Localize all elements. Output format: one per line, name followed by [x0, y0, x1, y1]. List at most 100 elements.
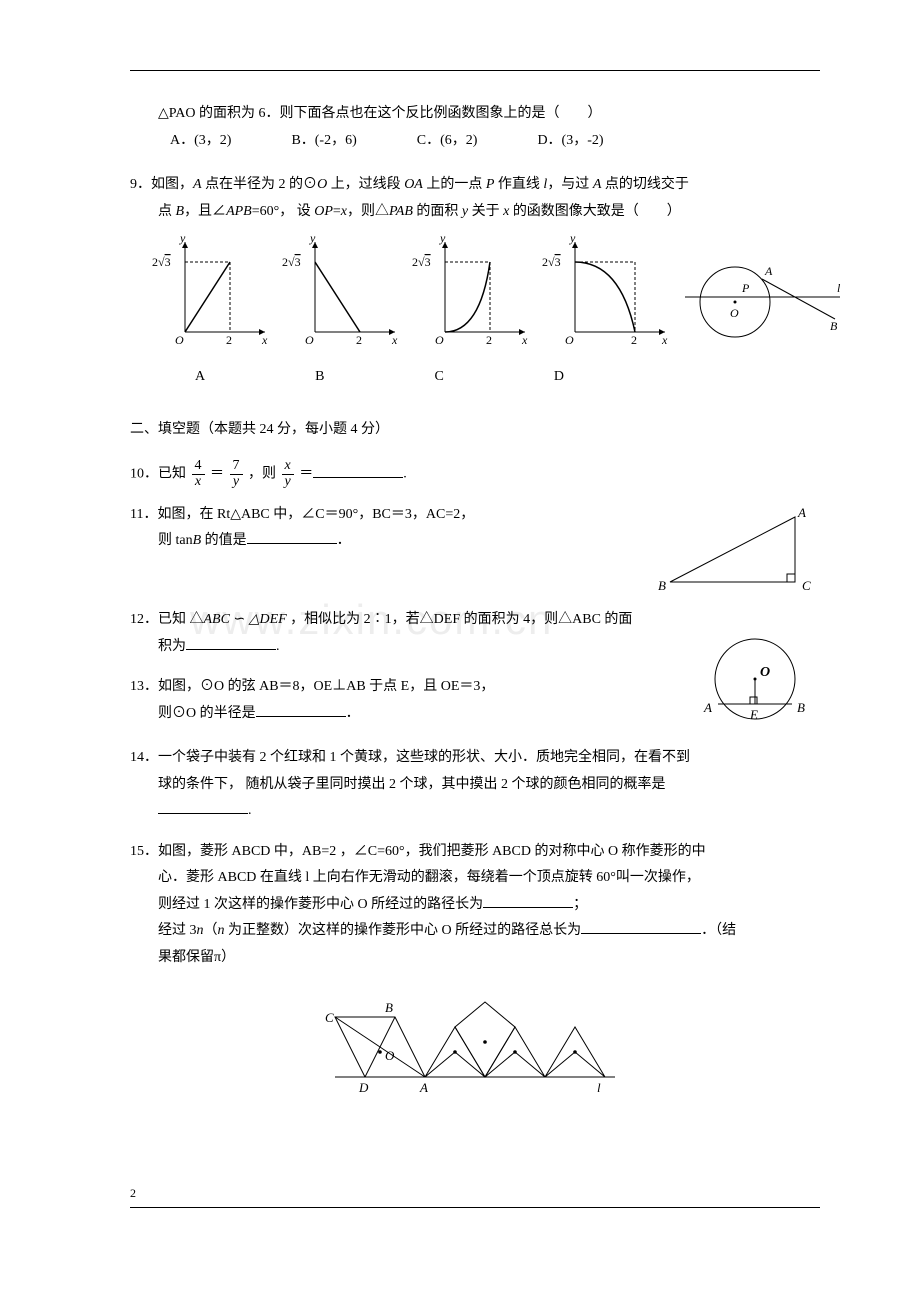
q12-l2pre: 积为 — [158, 639, 186, 654]
q11-end: ． — [337, 533, 351, 548]
q9-line2: 点 B，且∠APB=60°， 设 OP=x，则△PAB 的面积 y 关于 x 的… — [130, 199, 820, 226]
q9-t3: 上，过线段 — [327, 177, 404, 192]
q11f-C: C — [802, 578, 811, 593]
ga-x: x — [261, 333, 268, 347]
q11-figure: A B C — [650, 502, 820, 608]
svg-text:2√3: 2√3 — [542, 255, 561, 269]
q13-blank — [256, 702, 346, 717]
q8-opt-a: A．(3，2) — [170, 128, 231, 155]
svg-text:2√3: 2√3 — [152, 255, 171, 269]
gc-x: x — [521, 333, 528, 347]
q15-l4mid: （ — [204, 923, 218, 938]
q15-l2: 心．菱形 ABCD 在直线 l 上向右作无滑动的翻滚，每绕着一个顶点旋转 60°… — [130, 865, 820, 892]
q11-row: 11．如图，在 Rt△ABC 中，∠C＝90°，BC＝3，AC=2， 则 tan… — [130, 502, 820, 608]
q11f-A: A — [797, 505, 806, 520]
q9-t13: 的面积 — [413, 204, 462, 219]
q15-figure: C B O D A l — [130, 982, 820, 1113]
graph-b: y x O 2 2√3 — [280, 237, 400, 358]
q9-O: O — [317, 177, 327, 192]
q11-mid: 的值是 — [201, 533, 247, 548]
q12-pre: 12．已知 △ — [130, 612, 204, 627]
q15-n2: n — [218, 923, 225, 938]
gd-2: 2 — [631, 333, 637, 347]
q15-l4: 经过 3n（n 为正整数）次这样的操作菱形中心 O 所经过的路径总长为．（结 — [130, 918, 820, 945]
q9-t15: 的函数图像大致是（ ） — [509, 204, 681, 219]
q9-B: B — [176, 204, 185, 219]
graph-b-svg: y x O 2 2√3 — [280, 237, 400, 347]
q13-end: ． — [346, 706, 360, 721]
page-number: 2 — [130, 1182, 820, 1205]
q9-t8: 点 — [158, 204, 176, 219]
q8-opt-c: C．(6，2) — [417, 128, 478, 155]
q9-t2: 点在半径为 2 的⊙ — [202, 177, 318, 192]
q12-blank — [186, 635, 276, 650]
q15-l3: 则经过 1 次这样的操作菱形中心 O 所经过的路径长为； — [130, 892, 820, 919]
cf-A: A — [764, 264, 773, 278]
q9-graph-labels: A B C D — [130, 364, 820, 391]
q10-f1d: x — [192, 475, 205, 490]
q8-cont-line: △PAO 的面积为 6．则下面各点也在这个反比例函数图象上的是（ ） — [130, 101, 820, 128]
q15-blank2 — [581, 919, 701, 934]
q11-pre: 则 tan — [158, 533, 193, 548]
graph-d: y x O 2 2√3 — [540, 237, 670, 358]
q8-opt-b: B．(-2，6) — [291, 128, 356, 155]
q9-t4: 上的一点 — [423, 177, 486, 192]
q9-t10: =60°， 设 — [252, 204, 315, 219]
svg-text:2√3: 2√3 — [412, 255, 431, 269]
rh-l: l — [597, 1080, 601, 1095]
q9-t12: ，则△ — [347, 204, 389, 219]
q15-l3pre: 则经过 1 次这样的操作菱形中心 O 所经过的路径长为 — [158, 897, 483, 912]
q9-graphs: y x O 2 2√3 y x O 2 2√3 — [150, 237, 820, 358]
q15-l4end: ．（结 — [701, 923, 736, 938]
q9-t9: ，且∠ — [184, 204, 226, 219]
rh-A: A — [419, 1080, 428, 1095]
q10-f2d: y — [230, 475, 243, 490]
q10-eq1: ＝ — [210, 467, 224, 482]
gb-x: x — [391, 333, 398, 347]
q11-B: B — [193, 533, 202, 548]
rh-D: D — [358, 1080, 369, 1095]
q11-l1: 11．如图，在 Rt△ABC 中，∠C＝90°，BC＝3，AC=2， — [130, 502, 640, 529]
q11f-B: B — [658, 578, 666, 593]
gd-x: x — [661, 333, 668, 347]
q13-l2: 则⊙O 的半径是． — [130, 701, 680, 728]
gl-a: A — [195, 364, 205, 391]
q9-A: A — [193, 177, 202, 192]
q13-figure: O A B E — [690, 634, 820, 745]
cf-B: B — [830, 319, 838, 333]
q8-options: A．(3，2) B．(-2，6) C．(6，2) D．(3，-2) — [130, 128, 820, 155]
q9-t7: 点的切线交于 — [601, 177, 689, 192]
q10-f3d: y — [282, 475, 294, 490]
q9-t6: ，与过 — [547, 177, 593, 192]
q10-f2n: 7 — [230, 459, 243, 475]
q9-line1: 9．如图，A 点在半径为 2 的⊙O 上，过线段 OA 上的一点 P 作直线 l… — [130, 172, 820, 199]
gb-2: 2 — [356, 333, 362, 347]
q14-blank — [158, 799, 248, 814]
q11-blank — [247, 529, 337, 544]
q14-end: . — [248, 803, 252, 818]
q9-t14: 关于 — [468, 204, 503, 219]
gc-y: y — [439, 231, 446, 245]
q15-l4pre: 经过 3 — [158, 923, 197, 938]
q14-l1: 14．一个袋子中装有 2 个红球和 1 个黄球，这些球的形状、大小．质地完全相同… — [130, 745, 820, 772]
cf-O: O — [730, 306, 739, 320]
rh-B: B — [385, 1000, 393, 1015]
q10: 10．已知 4x ＝ 7y ，则 xy ＝. — [130, 459, 820, 489]
graph-a: y x O 2 2√3 — [150, 237, 270, 358]
gb-y: y — [309, 231, 316, 245]
q10-blank — [313, 463, 403, 478]
q9-t1: 9．如图， — [130, 177, 193, 192]
gc-2: 2 — [486, 333, 492, 347]
gd-o: O — [565, 333, 574, 347]
section2-title: 二、填空题（本题共 24 分，每小题 4 分） — [130, 417, 820, 444]
q10-post: ，则 — [248, 467, 280, 482]
q13-l1: 13．如图，⊙O 的弦 AB＝8，OE⊥AB 于点 E，且 OE＝3， — [130, 674, 680, 701]
rh-C: C — [325, 1010, 334, 1025]
cf-l: l — [837, 281, 841, 295]
q9-circle-fig: A P O B l — [680, 247, 850, 358]
q13f-E: E — [749, 707, 758, 722]
q12-abc: ABC — [204, 612, 230, 627]
ga-o: O — [175, 333, 184, 347]
graph-c: y x O 2 2√3 — [410, 237, 530, 358]
graph-d-svg: y x O 2 2√3 — [540, 237, 670, 347]
